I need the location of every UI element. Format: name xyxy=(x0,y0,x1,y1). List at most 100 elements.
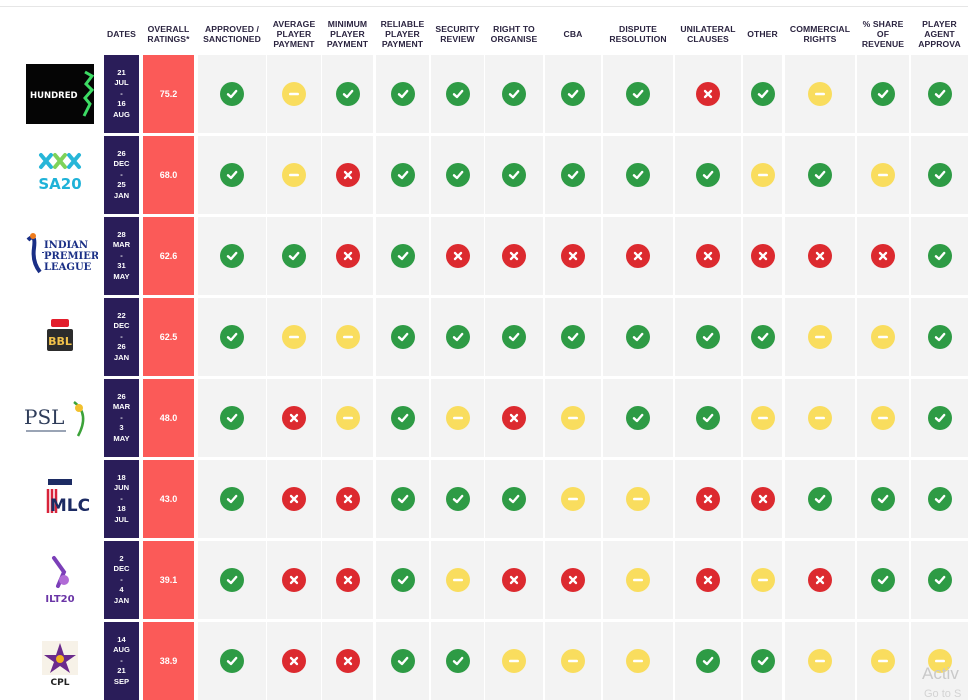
check-icon xyxy=(561,163,585,187)
column-header-security: SECURITY REVIEW xyxy=(435,24,480,44)
date-part: 25 xyxy=(117,180,126,190)
date-part: 26 xyxy=(117,342,126,352)
date-part: - xyxy=(120,250,123,260)
minus-icon xyxy=(445,406,470,430)
date-part: AUG xyxy=(113,109,130,119)
minus-icon xyxy=(561,406,585,430)
overall-rating: 39.1 xyxy=(143,541,194,619)
date-part: - xyxy=(120,655,123,665)
check-icon xyxy=(750,82,775,106)
check-icon xyxy=(220,325,244,349)
check-icon xyxy=(927,487,952,511)
check-icon xyxy=(502,487,526,511)
psl-logo: PSL xyxy=(22,380,98,456)
column-header-unilateral: UNILATERAL CLAUSES xyxy=(680,24,736,44)
check-icon xyxy=(502,163,526,187)
ipl-logo: INDIAN PREMIER LEAGUE xyxy=(22,218,98,294)
date-part: 26 xyxy=(117,148,126,158)
check-icon xyxy=(871,568,895,592)
check-icon xyxy=(561,325,585,349)
minus-icon xyxy=(282,82,306,106)
check-icon xyxy=(808,163,832,187)
svg-text:MLC: MLC xyxy=(50,496,90,516)
overall-rating: 75.2 xyxy=(143,55,194,133)
minus-icon xyxy=(871,163,895,187)
activate-windows-watermark-sub: Go to S xyxy=(924,688,962,700)
check-icon xyxy=(871,82,895,106)
minus-icon xyxy=(335,406,360,430)
ilt20-logo: ILT20 xyxy=(22,542,98,618)
date-part: 22 xyxy=(117,310,126,320)
cross-icon xyxy=(282,406,306,430)
date-part: JUL xyxy=(114,514,129,524)
svg-text:ILT20: ILT20 xyxy=(45,594,74,605)
column-header-share: % SHARE OF REVENUE xyxy=(861,19,905,49)
league-dates: 22 DEC -26 JAN xyxy=(104,298,139,376)
check-icon xyxy=(750,325,775,349)
check-icon xyxy=(871,487,895,511)
check-icon xyxy=(220,244,244,268)
date-part: JAN xyxy=(113,352,130,362)
date-part: - xyxy=(120,88,123,98)
check-icon xyxy=(445,649,470,673)
overall-rating: 38.9 xyxy=(143,622,194,700)
bbl-logo: BBL xyxy=(22,299,98,375)
ipl-logo-svg: INDIAN PREMIER LEAGUE xyxy=(26,233,98,274)
cross-icon xyxy=(696,487,720,511)
check-icon xyxy=(750,649,775,673)
overall-rating: 62.5 xyxy=(143,298,194,376)
check-icon xyxy=(282,244,306,268)
minus-icon xyxy=(808,82,832,106)
mlc-logo: MLC xyxy=(22,461,98,537)
overall-rating: 48.0 xyxy=(143,379,194,457)
minus-icon xyxy=(927,649,952,673)
minus-icon xyxy=(808,649,832,673)
date-part: JUN xyxy=(113,483,130,493)
check-icon xyxy=(626,163,650,187)
cross-icon xyxy=(335,568,360,592)
cross-icon xyxy=(502,568,526,592)
check-icon xyxy=(696,163,720,187)
minus-icon xyxy=(750,406,775,430)
cross-icon xyxy=(696,568,720,592)
date-part: 31 xyxy=(117,261,126,271)
check-icon xyxy=(696,649,720,673)
column-header-avg_pay: AVERAGE PLAYER PAYMENT xyxy=(272,19,316,49)
date-part: MAR xyxy=(112,240,131,250)
cross-icon xyxy=(561,568,585,592)
check-icon xyxy=(390,568,415,592)
date-part: 26 xyxy=(117,391,126,401)
date-part: JUL xyxy=(114,78,129,88)
minus-icon xyxy=(282,163,306,187)
check-icon xyxy=(927,568,952,592)
check-icon xyxy=(220,649,244,673)
league-dates: 26 DEC -25 JAN xyxy=(104,136,139,214)
cross-icon xyxy=(335,487,360,511)
column-header-other: OTHER xyxy=(747,29,778,39)
svg-text:BBL: BBL xyxy=(48,335,72,348)
league-dates: 14 AUG -21 SEP xyxy=(104,622,139,700)
date-part: DEC xyxy=(113,564,130,574)
sa20-logo: SA20 xyxy=(22,137,98,213)
check-icon xyxy=(696,406,720,430)
cross-icon xyxy=(335,163,360,187)
column-header-dates: DATES xyxy=(107,29,136,39)
check-icon xyxy=(445,163,470,187)
ilt20-logo-svg: ILT20 xyxy=(45,556,75,605)
check-icon xyxy=(335,82,360,106)
minus-icon xyxy=(808,406,832,430)
column-header-rel_pay: RELIABLE PLAYER PAYMENT xyxy=(380,19,425,49)
cross-icon xyxy=(282,568,306,592)
cross-icon xyxy=(808,568,832,592)
cross-icon xyxy=(282,487,306,511)
date-part: JAN xyxy=(113,595,130,605)
check-icon xyxy=(626,82,650,106)
bbl-logo-svg: BBL xyxy=(47,319,73,351)
check-icon xyxy=(445,82,470,106)
check-icon xyxy=(561,82,585,106)
date-part: MAY xyxy=(113,433,130,443)
check-icon xyxy=(390,325,415,349)
minus-icon xyxy=(871,649,895,673)
column-header-approved: APPROVED / SANCTIONED xyxy=(203,24,261,44)
